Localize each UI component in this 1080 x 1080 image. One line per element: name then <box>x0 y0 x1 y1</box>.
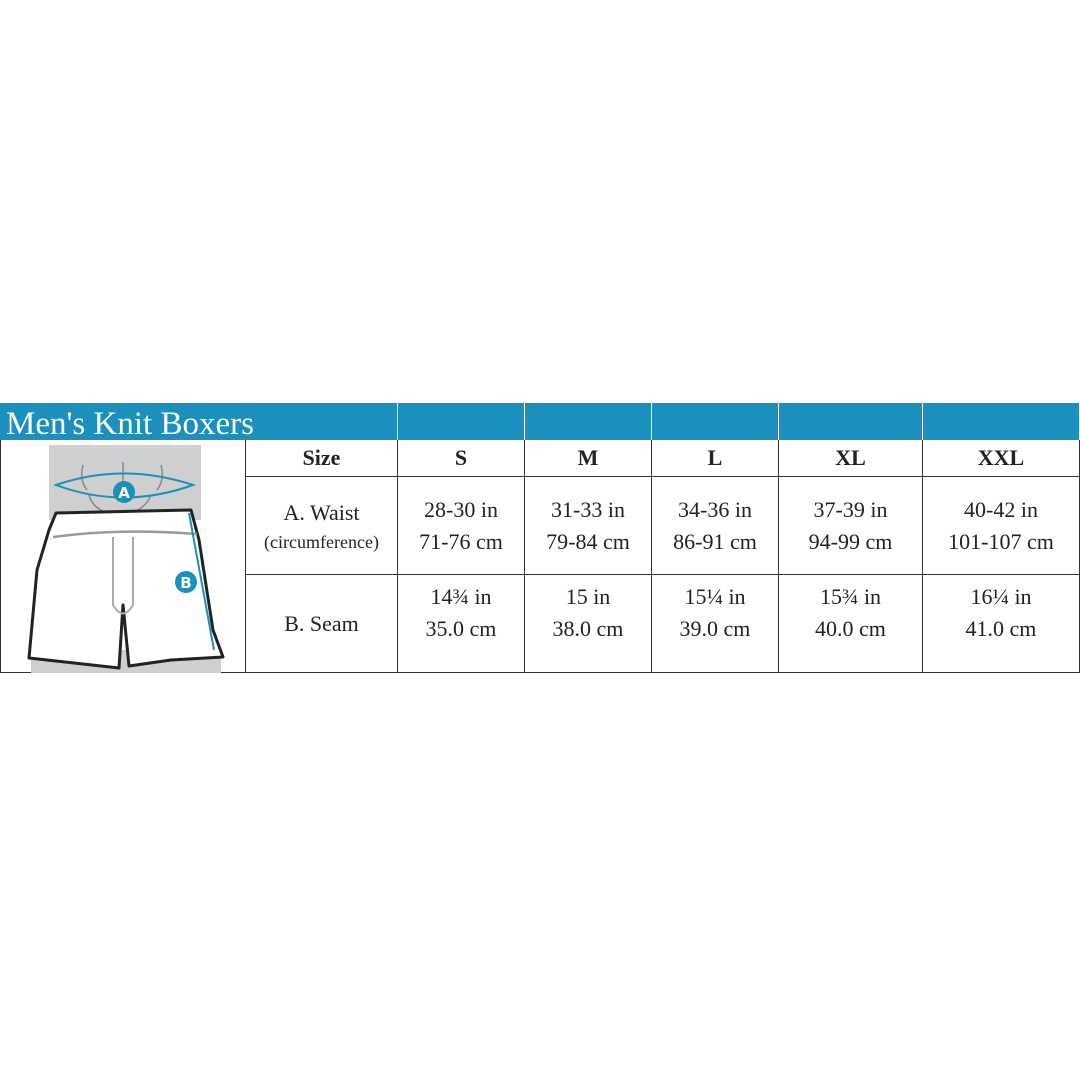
value-in: 15¾ in <box>819 584 882 609</box>
seam-label-cell: B. Seam <box>245 575 398 673</box>
size-s-header: S <box>398 440 525 477</box>
header-bar-cell <box>779 403 923 440</box>
waist-xl: 37-39 in 94-99 cm <box>779 477 923 575</box>
size-chart: Men's Knit Boxers A B Size S M L XL XXL … <box>0 403 1080 673</box>
value-cm: 94-99 cm <box>808 528 893 554</box>
header-bar-cell <box>525 403 652 440</box>
waist-xxl: 40-42 in 101-107 cm <box>923 477 1080 575</box>
marker-b: B <box>180 574 191 592</box>
value-in: 31-33 in <box>551 496 625 522</box>
value-in: 16¼ in <box>970 584 1032 609</box>
value-cm: 38.0 cm <box>552 616 624 641</box>
size-xl-header: XL <box>779 440 923 477</box>
size-xxl-header: XXL <box>923 440 1080 477</box>
size-header: Size <box>245 440 398 477</box>
value-cm: 39.0 cm <box>679 616 751 641</box>
value-in: 37-39 in <box>813 496 888 522</box>
marker-a: A <box>118 484 130 502</box>
waist-l: 34-36 in 86-91 cm <box>652 477 779 575</box>
value-in: 34-36 in <box>678 496 752 522</box>
chart-title: Men's Knit Boxers <box>6 406 254 442</box>
waist-s: 28-30 in 71-76 cm <box>398 477 525 575</box>
size-m-header: M <box>525 440 652 477</box>
seam-xl: 15¾ in 40.0 cm <box>779 575 923 673</box>
value-cm: 86-91 cm <box>673 528 757 554</box>
value-in: 40-42 in <box>964 496 1038 522</box>
seam-m: 15 in 38.0 cm <box>525 575 652 673</box>
boxers-illustration: A B <box>0 440 245 673</box>
value-cm: 79-84 cm <box>546 528 630 554</box>
value-in: 28-30 in <box>424 496 498 522</box>
value-in: 14¾ in <box>430 584 492 609</box>
value-cm: 40.0 cm <box>815 616 886 641</box>
seam-label: B. Seam <box>284 610 359 636</box>
waist-m: 31-33 in 79-84 cm <box>525 477 652 575</box>
seam-xxl: 16¼ in 41.0 cm <box>923 575 1080 673</box>
seam-s: 14¾ in 35.0 cm <box>398 575 525 673</box>
waist-label-cell: A. Waist (circumference) <box>245 477 398 575</box>
header-bar-cell <box>923 403 1080 440</box>
header-bar-cell <box>652 403 779 440</box>
size-l-header: L <box>652 440 779 477</box>
waist-sublabel: (circumference) <box>264 531 379 552</box>
header-bar-cell <box>398 403 525 440</box>
value-in: 15 in <box>565 584 611 609</box>
value-cm: 101-107 cm <box>948 528 1054 554</box>
seam-l: 15¼ in 39.0 cm <box>652 575 779 673</box>
title-bar <box>0 403 398 440</box>
value-cm: 35.0 cm <box>425 616 497 641</box>
value-cm: 71-76 cm <box>419 528 503 554</box>
waist-label: A. Waist <box>283 499 360 525</box>
value-cm: 41.0 cm <box>965 616 1037 641</box>
value-in: 15¼ in <box>684 584 746 609</box>
